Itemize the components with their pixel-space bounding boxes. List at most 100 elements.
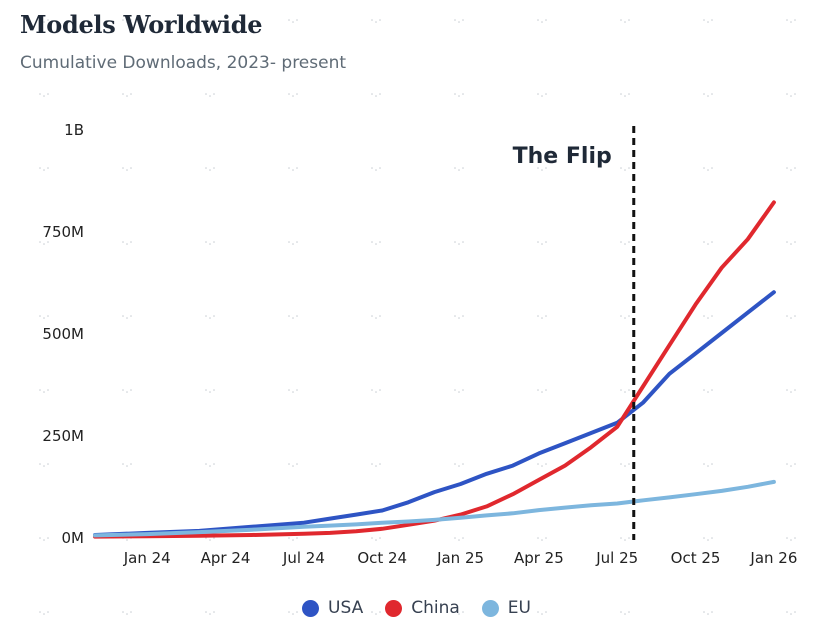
grid-dot — [545, 167, 547, 169]
grid-dot — [126, 613, 128, 615]
y-tick-label: 1B — [64, 121, 84, 139]
grid-dot — [794, 389, 796, 391]
grid-dot — [628, 19, 630, 21]
grid-dot — [707, 613, 709, 615]
grid-dot — [620, 463, 622, 465]
grid-dot — [790, 391, 792, 393]
grid-dot — [213, 389, 215, 391]
grid-dot — [122, 241, 124, 243]
grid-dot — [703, 389, 705, 391]
grid-dot — [624, 169, 626, 171]
legend-item-china[interactable]: China — [385, 598, 460, 618]
grid-dot — [786, 611, 788, 613]
grid-dot — [288, 389, 290, 391]
grid-dot — [703, 611, 705, 613]
grid-dot — [43, 391, 45, 393]
grid-dot — [454, 389, 456, 391]
grid-dot — [628, 389, 630, 391]
grid-dot — [790, 21, 792, 23]
grid-dot — [541, 317, 543, 319]
grid-dot — [205, 167, 207, 169]
grid-dot — [379, 241, 381, 243]
grid-dot — [292, 243, 294, 245]
grid-dot — [545, 611, 547, 613]
grid-dot — [47, 167, 49, 169]
grid-dot — [213, 19, 215, 21]
grid-dot — [545, 463, 547, 465]
annotations: The Flip — [513, 126, 636, 540]
grid-dot — [786, 463, 788, 465]
grid-dot — [213, 167, 215, 169]
grid-dot — [122, 19, 124, 21]
grid-dot — [711, 611, 713, 613]
grid-dot — [130, 93, 132, 95]
grid-dot — [545, 537, 547, 539]
y-tick-label: 250M — [42, 427, 84, 445]
grid-dot — [296, 389, 298, 391]
grid-dot — [375, 243, 377, 245]
grid-dot — [711, 315, 713, 317]
grid-dot — [379, 611, 381, 613]
grid-dot — [541, 95, 543, 97]
grid-dot — [786, 315, 788, 317]
grid-dot — [462, 611, 464, 613]
grid-dot — [624, 465, 626, 467]
grid-dot — [458, 95, 460, 97]
grid-dot — [39, 19, 41, 21]
x-tick-label: Oct 24 — [357, 549, 407, 567]
grid-dot — [458, 243, 460, 245]
grid-dot — [213, 537, 215, 539]
grid-dot — [126, 317, 128, 319]
grid-dot — [462, 241, 464, 243]
grid-dot — [711, 241, 713, 243]
grid-dot — [794, 315, 796, 317]
grid-dot — [707, 95, 709, 97]
grid-dot — [209, 613, 211, 615]
grid-dot — [786, 241, 788, 243]
grid-dot — [292, 465, 294, 467]
grid-dot — [794, 19, 796, 21]
grid-dot — [39, 93, 41, 95]
grid-dot — [43, 539, 45, 541]
legend-item-eu[interactable]: EU — [481, 598, 531, 618]
grid-dot — [288, 167, 290, 169]
grid-dot — [545, 19, 547, 21]
grid-dot — [205, 389, 207, 391]
grid-dot — [620, 611, 622, 613]
grid-dot — [213, 463, 215, 465]
grid-dot — [126, 95, 128, 97]
grid-dot — [205, 93, 207, 95]
grid-dot — [205, 19, 207, 21]
grid-dot — [711, 537, 713, 539]
grid-dot — [545, 315, 547, 317]
grid-dot — [620, 241, 622, 243]
grid-dot — [288, 241, 290, 243]
grid-dot — [379, 463, 381, 465]
grid-dot — [39, 537, 41, 539]
grid-dot — [628, 315, 630, 317]
legend-item-usa[interactable]: USA — [302, 598, 363, 618]
grid-dot — [707, 21, 709, 23]
x-tick-label: Jan 26 — [749, 549, 797, 567]
grid-dot — [537, 93, 539, 95]
grid-dot — [292, 613, 294, 615]
grid-dot — [43, 21, 45, 23]
x-tick-label: Oct 25 — [671, 549, 721, 567]
grid-dot — [462, 167, 464, 169]
grid-dot — [292, 539, 294, 541]
grid-dot — [620, 537, 622, 539]
grid-dot — [375, 539, 377, 541]
grid-dot — [541, 465, 543, 467]
grid-dot — [462, 463, 464, 465]
chart-subtitle: Cumulative Downloads, 2023- present — [20, 53, 347, 73]
grid-dot — [371, 19, 373, 21]
grid-dot — [205, 611, 207, 613]
grid-dot — [209, 539, 211, 541]
grid-dot — [296, 315, 298, 317]
grid-dot — [130, 315, 132, 317]
grid-dot — [790, 243, 792, 245]
grid-dot — [462, 93, 464, 95]
grid-dot — [288, 463, 290, 465]
